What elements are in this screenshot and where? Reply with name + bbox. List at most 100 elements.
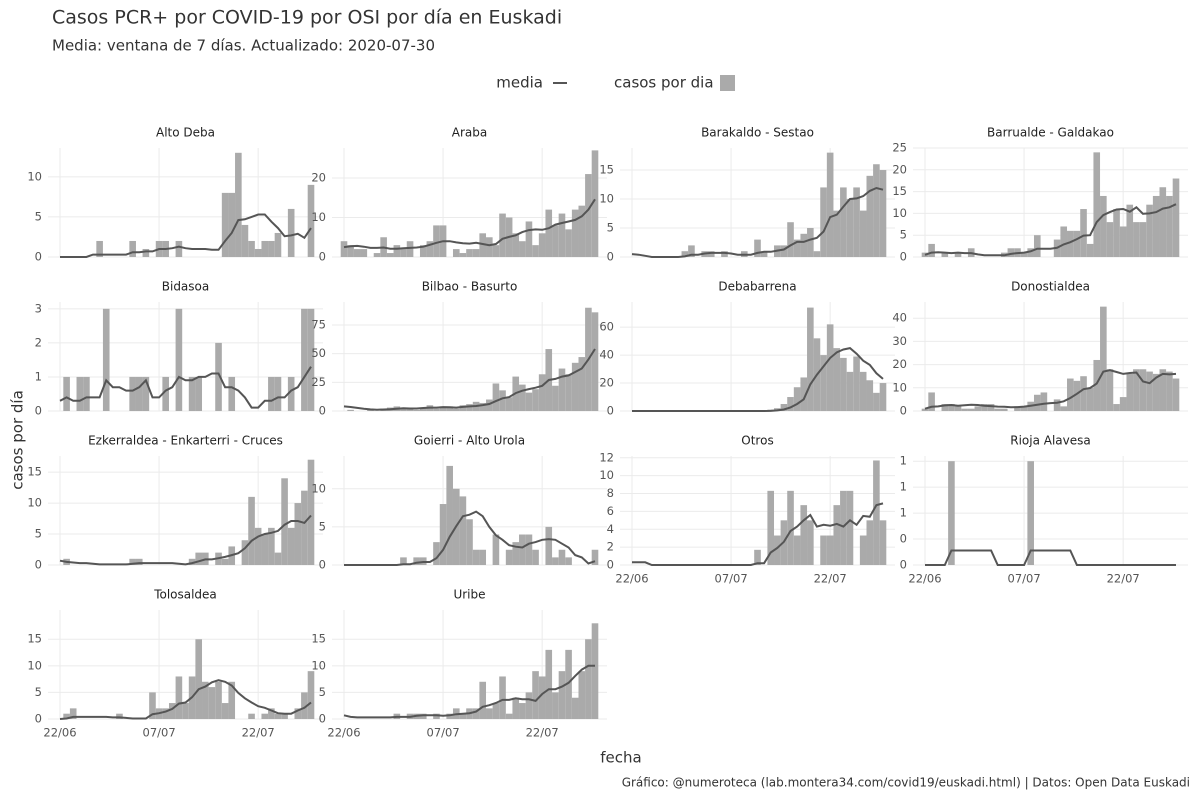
y-tick-label: 20 — [892, 357, 907, 371]
bar — [1172, 178, 1180, 257]
bar — [135, 558, 143, 565]
y-tick-label: 10 — [892, 206, 907, 220]
bar — [532, 245, 539, 257]
bar — [307, 459, 315, 565]
bar — [400, 407, 407, 411]
bar — [545, 649, 553, 719]
bar — [1033, 235, 1041, 257]
x-tick-label: 22/07 — [814, 572, 847, 586]
bar — [505, 713, 513, 719]
bar — [1073, 380, 1081, 411]
bar — [565, 649, 572, 719]
bar — [948, 461, 955, 565]
bar — [928, 243, 935, 257]
bar — [1126, 373, 1134, 411]
bar — [820, 187, 827, 257]
bar — [1020, 252, 1028, 257]
bar — [287, 527, 295, 565]
bar — [63, 376, 70, 411]
y-tick-label: 60 — [599, 320, 614, 334]
bar — [787, 490, 794, 565]
y-tick-label: 5 — [607, 221, 614, 235]
bar — [393, 245, 401, 257]
bar — [578, 357, 586, 411]
bar — [268, 240, 275, 257]
bar — [433, 408, 440, 411]
bar — [248, 496, 255, 565]
bar — [83, 376, 90, 411]
y-tick-label: 0 — [319, 558, 326, 572]
bar — [400, 249, 407, 257]
bar — [287, 208, 295, 257]
bar — [807, 520, 814, 565]
bar — [479, 402, 487, 411]
bar — [512, 233, 520, 257]
bar — [578, 205, 586, 257]
bar — [793, 239, 801, 257]
y-tick-label: 20 — [892, 162, 907, 176]
bar — [866, 380, 874, 411]
bar — [1172, 378, 1180, 411]
facet-title: Goierri - Alto Urola — [414, 434, 525, 448]
bar — [472, 708, 480, 719]
bar — [807, 228, 814, 257]
bar — [433, 542, 440, 565]
bar — [419, 407, 427, 411]
legend-label: casos por dia — [614, 74, 714, 92]
line — [343, 198, 596, 250]
bar — [1027, 461, 1034, 565]
bar — [707, 251, 715, 257]
facet-title: Donostialdea — [1011, 280, 1090, 294]
bar — [1159, 187, 1167, 257]
bar — [446, 713, 453, 719]
y-tick-label: 5 — [319, 519, 326, 533]
bar — [826, 152, 834, 257]
bar — [948, 404, 955, 411]
bar — [519, 241, 526, 257]
y-tick-label: 5 — [35, 527, 42, 541]
bar — [552, 225, 559, 257]
y-tick-label: 40 — [892, 311, 907, 325]
bar — [129, 376, 136, 411]
y-tick-label: 0 — [900, 250, 907, 264]
y-tick-label: 5 — [35, 685, 42, 699]
line — [59, 366, 312, 409]
bar — [69, 708, 77, 719]
y-tick-label: 1 — [35, 369, 42, 383]
bar — [492, 383, 500, 411]
bar — [162, 376, 169, 411]
bar — [340, 241, 348, 257]
bar — [459, 713, 467, 719]
bar — [921, 252, 929, 257]
bar — [1033, 394, 1041, 411]
bar — [175, 676, 183, 719]
y-tick-label: 2 — [607, 540, 614, 554]
y-tick-label: 1 — [900, 480, 907, 494]
y-tick-label: 10 — [311, 481, 326, 495]
bar — [1100, 195, 1107, 257]
bar — [102, 308, 110, 411]
bar — [486, 237, 493, 257]
bar — [486, 708, 493, 719]
bar — [1106, 369, 1114, 411]
bar — [558, 368, 566, 411]
bar — [994, 408, 1001, 411]
facet-title: Rioja Alavesa — [1010, 434, 1091, 448]
bar — [532, 389, 539, 411]
x-tick-label: 22/06 — [908, 572, 941, 586]
bar — [241, 224, 249, 257]
bar — [1166, 371, 1173, 411]
bar — [846, 371, 854, 411]
bar — [525, 534, 533, 565]
bar — [129, 558, 136, 565]
bar — [1073, 230, 1081, 257]
bar — [787, 397, 794, 411]
bar — [426, 241, 434, 257]
bar — [215, 681, 222, 719]
bar — [459, 496, 467, 565]
bar — [261, 534, 269, 565]
bar — [466, 519, 473, 565]
bar — [1093, 152, 1101, 257]
bar — [221, 558, 229, 565]
